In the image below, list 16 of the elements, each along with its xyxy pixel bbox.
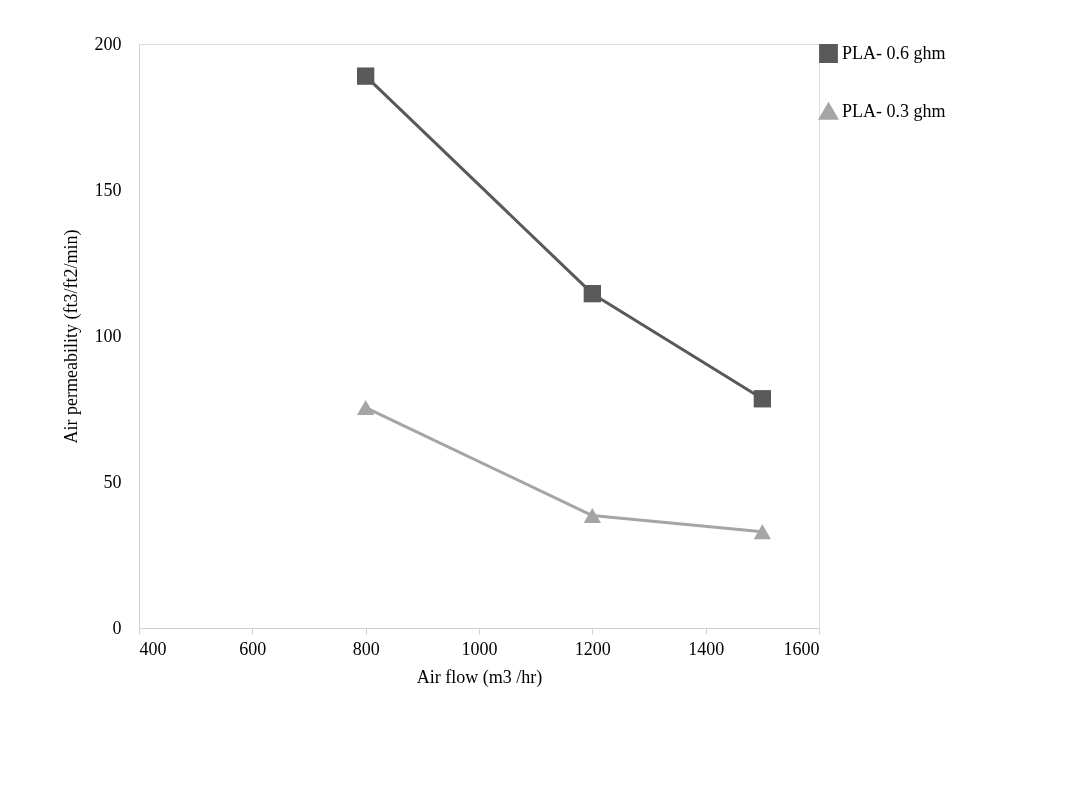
y-tick-label: 0 — [112, 617, 122, 638]
y-tick-label: 100 — [94, 325, 122, 346]
y-tick-label: 50 — [103, 471, 122, 492]
x-tick-label: 800 — [352, 638, 380, 659]
x-axis-title: Air flow (m3 /hr) — [416, 666, 543, 688]
y-axis-title: Air permeability (ft3/ft2/min) — [60, 229, 82, 444]
x-tick-label: 400 — [139, 638, 167, 659]
x-tick-label: 1000 — [461, 638, 498, 659]
x-tick-label: 600 — [239, 638, 267, 659]
legend-label: PLA- 0.3 ghm — [842, 100, 946, 121]
legend-label: PLA- 0.6 ghm — [842, 42, 946, 63]
x-tick-label: 1200 — [574, 638, 611, 659]
y-tick-label: 150 — [94, 179, 122, 200]
x-tick-label: 1400 — [688, 638, 725, 659]
x-tick-label: 1600 — [783, 638, 820, 659]
y-tick-label: 200 — [94, 33, 122, 54]
